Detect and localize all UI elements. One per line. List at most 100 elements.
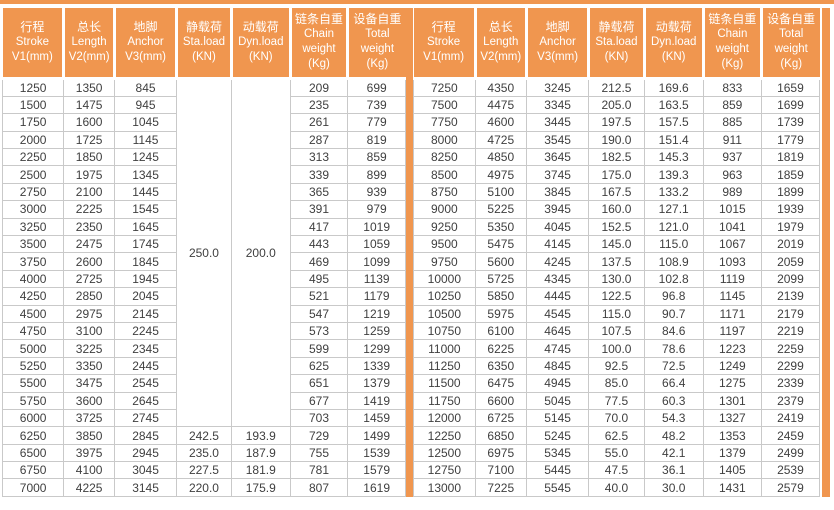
column-header-line: Anchor	[127, 35, 164, 48]
table-cell: 4725	[474, 130, 527, 150]
column-header-line: 地脚	[545, 19, 570, 34]
table-cell: 5245	[525, 426, 590, 445]
table-cell: 1739	[760, 113, 821, 132]
table-cell: 2019	[760, 235, 821, 254]
table-cell: 3350	[63, 356, 116, 376]
table-cell: 115.0	[588, 304, 645, 323]
column-header-line: (KN)	[604, 50, 629, 63]
table-cell: 66.4	[643, 374, 704, 393]
table-cell: 182.5	[588, 148, 645, 167]
table-cell: 1859	[760, 165, 821, 184]
table-cell: 1041	[702, 217, 762, 237]
table-cell: 2845	[114, 426, 178, 445]
table-row: 2000 1725 1145 287 819	[1, 130, 406, 150]
column-header: 地脚 Anchor V3(mm)	[524, 8, 589, 80]
table-cell: 40.0	[588, 478, 645, 497]
table-cell: 209	[289, 77, 349, 97]
table-cell: 6100	[474, 321, 527, 341]
table-cell: 7500	[413, 95, 476, 115]
column-header: 动载荷 Dyn.load (KN)	[642, 8, 704, 80]
table-cell: 139.3	[643, 165, 704, 184]
table-cell: 70.0	[588, 408, 645, 428]
table-cell: 1171	[702, 304, 762, 323]
table-cell: 6750	[1, 461, 65, 480]
table-cell: 42.1	[643, 443, 704, 463]
table-cell: 4500	[1, 304, 65, 323]
column-header-line: Chain	[303, 28, 335, 41]
column-header-line: 行程	[20, 19, 45, 34]
table-cell: 1099	[347, 252, 406, 271]
table-cell: 3745	[525, 165, 590, 184]
table-cell: 3500	[1, 235, 65, 254]
table-cell: 4100	[63, 461, 116, 480]
column-header-line: 设备自重	[767, 12, 816, 27]
table-cell: 4000	[1, 269, 65, 289]
table-header-right: 行程 Stroke V1(mm) 总长 Length V2(mm) 地脚 Anchor V3(m…	[413, 8, 820, 80]
table-cell: 6725	[474, 408, 527, 428]
table-cell: 169.6	[643, 77, 704, 97]
table-cell: 1339	[347, 356, 406, 376]
table-cell: 10000	[413, 269, 476, 289]
table-cell: 235	[289, 95, 349, 115]
column-header-line: Sta.load	[595, 35, 638, 48]
table-cell: 5250	[1, 356, 65, 376]
table-cell: 1699	[760, 95, 821, 115]
table-cell: 2600	[63, 252, 116, 271]
table-cell: 7100	[474, 461, 527, 480]
table-cell: 4350	[474, 77, 527, 97]
table-cell: 2475	[63, 235, 116, 254]
table-cell: 1979	[760, 217, 821, 237]
table-cell: 4245	[525, 252, 590, 271]
table-cell: 3250	[1, 217, 65, 237]
column-header-line: 动载荷	[242, 19, 279, 34]
table-cell: 2745	[114, 408, 178, 428]
table-cell: 10750	[413, 321, 476, 341]
table-cell: 4445	[525, 287, 590, 306]
table-cell: 287	[289, 130, 349, 150]
table-cell: 5725	[474, 269, 527, 289]
table-cell: 3850	[63, 426, 116, 445]
table-cell: 12250	[413, 426, 476, 445]
table-cell: 4045	[525, 217, 590, 237]
table-cell: 187.9	[230, 443, 291, 463]
table-cell: 3145	[114, 478, 178, 497]
column-header: 总长 Length V2(mm)	[473, 8, 527, 80]
table-row: 8000 4725 3545 190.0 151.4 911 1779	[413, 130, 821, 150]
table-cell: 2250	[1, 148, 65, 167]
table-row: 11500 6475 4945 85.0 66.4 1275 2339	[413, 374, 821, 393]
merged-load-cell: 250.0	[176, 77, 232, 428]
table-cell: 4845	[525, 356, 590, 376]
table-cell: 5225	[474, 200, 527, 219]
column-header-line: 行程	[431, 19, 456, 34]
right-accent-stripe	[822, 8, 830, 497]
table-row: 8250 4850 3645 182.5 145.3 937 1819	[413, 148, 821, 167]
table-cell: 3000	[1, 200, 65, 219]
table-cell: 1939	[760, 200, 821, 219]
table-cell: 469	[289, 252, 349, 271]
table-cell: 167.5	[588, 182, 645, 202]
table-cell: 3475	[63, 374, 116, 393]
column-header-line: Dyn.load	[238, 35, 284, 48]
table-cell: 1750	[1, 113, 65, 132]
table-cell: 1850	[63, 148, 116, 167]
column-header-line: 总长	[77, 19, 102, 34]
table-cell: 13000	[413, 478, 476, 497]
table-cell: 242.5	[176, 426, 232, 445]
top-accent-stripe	[0, 0, 834, 4]
table-cell: 3225	[63, 339, 116, 358]
table-cell: 160.0	[588, 200, 645, 219]
table-row: 2500 1975 1345 339 899	[1, 165, 406, 184]
table-cell: 4645	[525, 321, 590, 341]
table-header-left: 行程 Stroke V1(mm) 总长 Length V2(mm) 地脚 Anchor V3(m…	[2, 8, 406, 80]
table-row: 7750 4600 3445 197.5 157.5 885 1739	[413, 113, 821, 132]
column-header-line: (KN)	[661, 50, 686, 63]
column-header-line: Length	[71, 35, 107, 48]
table-cell: 3045	[114, 461, 178, 480]
table-cell: 1045	[114, 113, 178, 132]
table-cell: 1945	[114, 269, 178, 289]
table-cell: 1299	[347, 339, 406, 358]
table-cell: 8500	[413, 165, 476, 184]
table-cell: 521	[289, 287, 349, 306]
table-cell: 212.5	[588, 77, 645, 97]
table-cell: 72.5	[643, 356, 704, 376]
